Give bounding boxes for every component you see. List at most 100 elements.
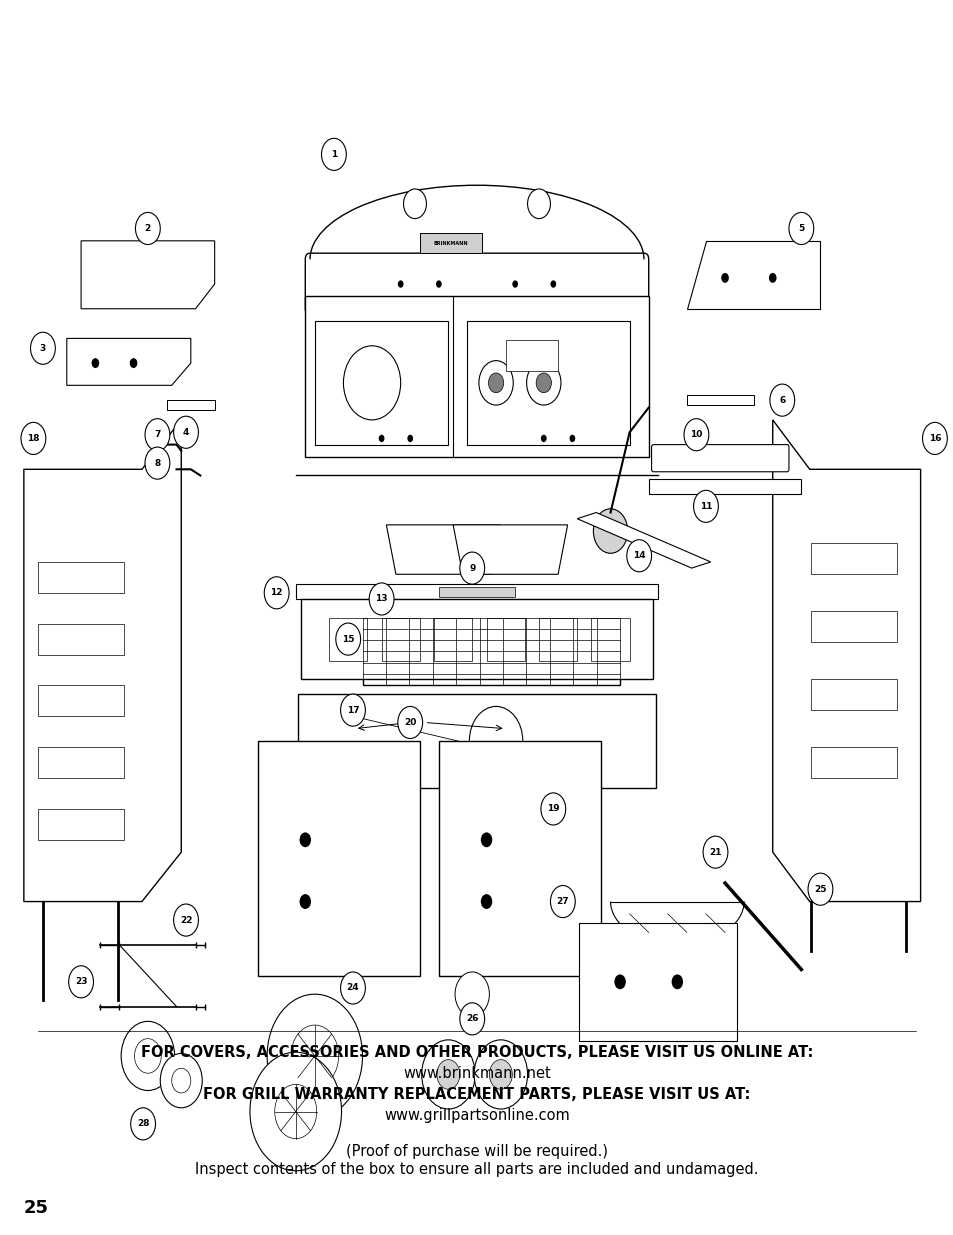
Polygon shape — [686, 241, 820, 309]
Circle shape — [550, 885, 575, 918]
Text: 12: 12 — [270, 588, 283, 598]
Circle shape — [69, 966, 93, 998]
Bar — [438, 741, 600, 976]
Polygon shape — [577, 513, 710, 568]
Circle shape — [403, 189, 426, 219]
Circle shape — [343, 346, 400, 420]
Circle shape — [693, 490, 718, 522]
Bar — [295, 584, 658, 599]
Text: 15: 15 — [341, 635, 355, 643]
Text: 5: 5 — [798, 224, 803, 233]
Circle shape — [480, 894, 492, 909]
Text: 13: 13 — [375, 594, 388, 604]
Circle shape — [267, 994, 362, 1118]
Text: 25: 25 — [24, 1199, 49, 1216]
Circle shape — [299, 894, 311, 909]
Polygon shape — [453, 525, 567, 574]
Circle shape — [459, 552, 484, 584]
Circle shape — [671, 974, 682, 989]
Text: 10: 10 — [690, 430, 701, 440]
Bar — [257, 741, 419, 976]
Text: 28: 28 — [136, 1119, 150, 1129]
FancyBboxPatch shape — [651, 445, 788, 472]
Bar — [38, 685, 124, 716]
Polygon shape — [24, 420, 181, 902]
Bar — [591, 618, 629, 661]
Circle shape — [335, 622, 360, 655]
Bar — [300, 599, 653, 679]
Circle shape — [768, 273, 776, 283]
Circle shape — [91, 358, 99, 368]
Bar — [810, 543, 896, 574]
Bar — [362, 618, 619, 685]
Circle shape — [321, 138, 346, 170]
Text: 11: 11 — [699, 501, 712, 511]
Circle shape — [436, 280, 441, 288]
Text: BRINKMANN: BRINKMANN — [434, 241, 468, 246]
Circle shape — [702, 836, 727, 868]
Bar — [434, 618, 472, 661]
Circle shape — [807, 873, 832, 905]
Bar — [329, 618, 367, 661]
Circle shape — [478, 361, 513, 405]
Text: 2: 2 — [145, 224, 151, 233]
Polygon shape — [67, 338, 191, 385]
Text: FOR COVERS, ACCESSORIES AND OTHER PRODUCTS, PLEASE VISIT US ONLINE AT:: FOR COVERS, ACCESSORIES AND OTHER PRODUC… — [141, 1045, 812, 1060]
Text: 4: 4 — [183, 427, 189, 437]
Circle shape — [540, 435, 546, 442]
Circle shape — [250, 1052, 341, 1171]
Text: 23: 23 — [74, 977, 88, 987]
Bar — [381, 618, 419, 661]
Polygon shape — [772, 420, 920, 902]
Text: 9: 9 — [469, 563, 475, 573]
Bar — [810, 747, 896, 778]
Circle shape — [455, 972, 489, 1016]
Circle shape — [922, 422, 946, 454]
Bar — [467, 321, 629, 445]
Bar — [686, 395, 753, 405]
Circle shape — [488, 373, 503, 393]
Text: 27: 27 — [556, 897, 569, 906]
FancyBboxPatch shape — [578, 923, 737, 1041]
Bar — [505, 340, 558, 370]
Text: 14: 14 — [632, 551, 645, 561]
Circle shape — [145, 447, 170, 479]
Polygon shape — [386, 525, 500, 574]
Circle shape — [397, 706, 422, 739]
Circle shape — [291, 1025, 338, 1087]
Circle shape — [469, 706, 522, 776]
Text: FOR GRILL WARRANTY REPLACEMENT PARTS, PLEASE VISIT US AT:: FOR GRILL WARRANTY REPLACEMENT PARTS, PL… — [203, 1087, 750, 1102]
Circle shape — [459, 1003, 484, 1035]
Circle shape — [145, 419, 170, 451]
Circle shape — [536, 373, 551, 393]
Text: 7: 7 — [154, 430, 160, 440]
Circle shape — [683, 419, 708, 451]
Text: www.grillpartsonline.com: www.grillpartsonline.com — [384, 1108, 569, 1123]
Text: www.brinkmann.net: www.brinkmann.net — [403, 1066, 550, 1081]
Text: 1: 1 — [331, 149, 336, 159]
Text: 18: 18 — [27, 433, 40, 443]
Bar — [457, 800, 524, 815]
FancyBboxPatch shape — [305, 253, 648, 315]
Bar — [648, 479, 801, 494]
Bar — [486, 618, 524, 661]
Circle shape — [30, 332, 55, 364]
Circle shape — [626, 540, 651, 572]
Circle shape — [593, 509, 627, 553]
Text: 16: 16 — [927, 433, 941, 443]
Circle shape — [540, 793, 565, 825]
Circle shape — [421, 1040, 475, 1109]
Text: 26: 26 — [465, 1014, 478, 1024]
Circle shape — [264, 577, 289, 609]
Text: 25: 25 — [813, 884, 826, 894]
Circle shape — [527, 189, 550, 219]
Circle shape — [569, 435, 575, 442]
Circle shape — [397, 280, 403, 288]
Circle shape — [369, 583, 394, 615]
Text: 22: 22 — [179, 915, 193, 925]
Bar — [538, 618, 577, 661]
Bar — [438, 587, 515, 597]
Text: (Proof of purchase will be required.): (Proof of purchase will be required.) — [346, 1144, 607, 1158]
Bar — [167, 400, 214, 410]
Circle shape — [340, 694, 365, 726]
